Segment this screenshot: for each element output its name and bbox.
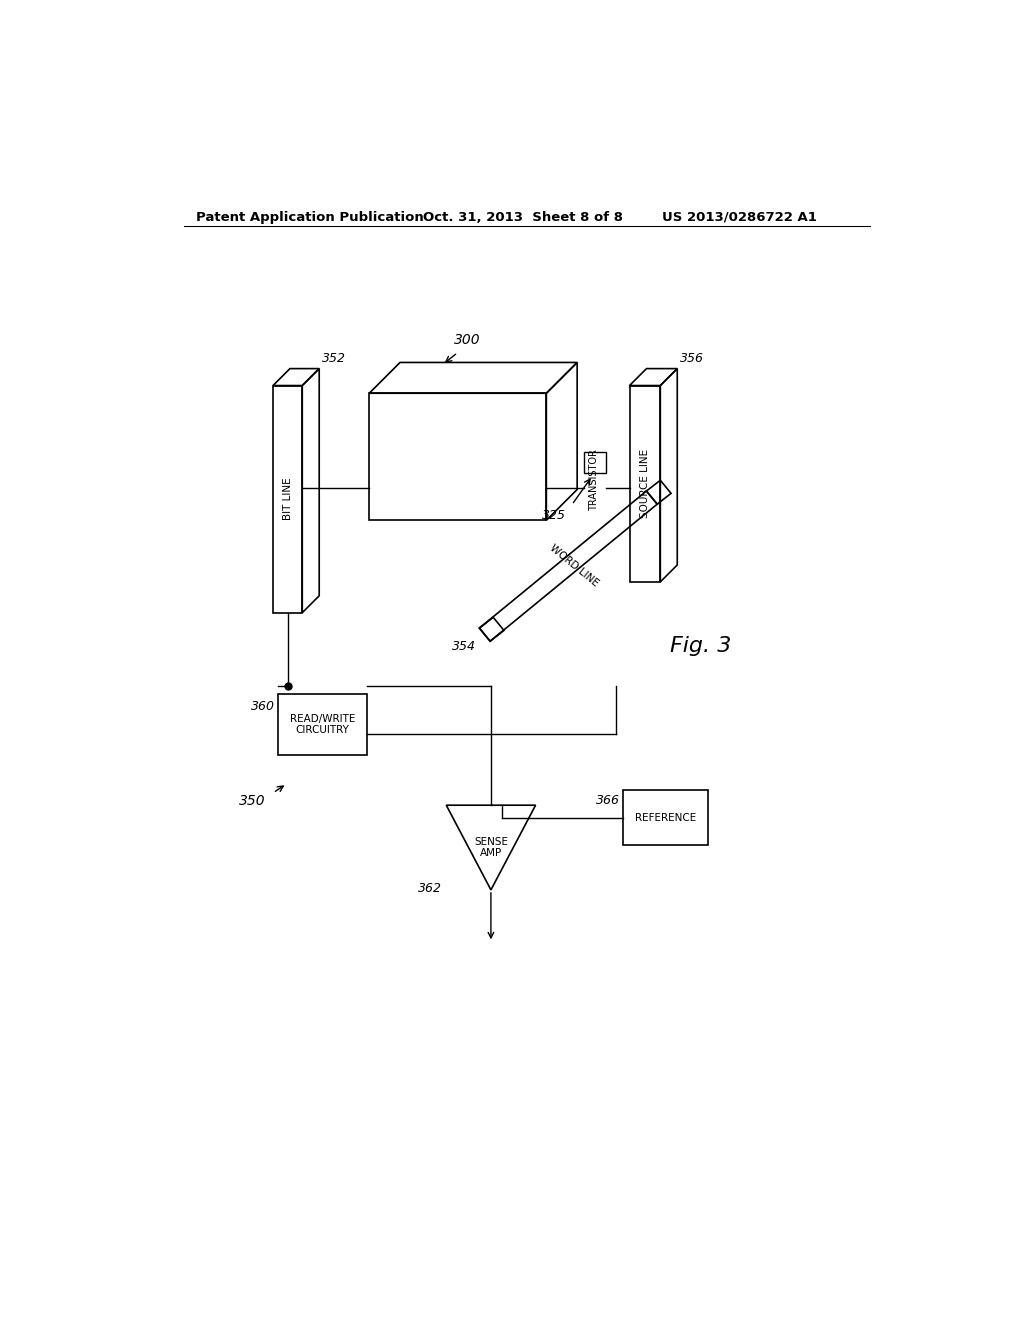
- Text: Patent Application Publication: Patent Application Publication: [196, 211, 424, 224]
- Text: 356: 356: [680, 351, 703, 364]
- Bar: [624, 789, 708, 845]
- Text: 325: 325: [542, 508, 565, 521]
- Text: 354: 354: [452, 640, 475, 652]
- Text: US 2013/0286722 A1: US 2013/0286722 A1: [662, 211, 817, 224]
- Text: 300: 300: [454, 333, 480, 347]
- Text: 352: 352: [322, 351, 345, 364]
- Text: BIT LINE: BIT LINE: [283, 478, 293, 520]
- Text: SENSE
AMP: SENSE AMP: [474, 837, 508, 858]
- Bar: [279, 693, 367, 755]
- Text: 366: 366: [596, 793, 620, 807]
- Text: REFERENCE: REFERENCE: [635, 813, 696, 822]
- Text: SOURCE LINE: SOURCE LINE: [640, 449, 650, 519]
- Text: Oct. 31, 2013  Sheet 8 of 8: Oct. 31, 2013 Sheet 8 of 8: [423, 211, 624, 224]
- Text: Fig. 3: Fig. 3: [670, 636, 731, 656]
- Text: TRANSISTOR: TRANSISTOR: [589, 449, 599, 511]
- Bar: [584, 451, 605, 474]
- Text: READ/WRITE
CIRCUITRY: READ/WRITE CIRCUITRY: [290, 714, 355, 735]
- Text: 360: 360: [251, 700, 274, 713]
- Text: 362: 362: [419, 882, 442, 895]
- Text: WORD LINE: WORD LINE: [548, 544, 601, 589]
- Text: 350: 350: [239, 793, 265, 808]
